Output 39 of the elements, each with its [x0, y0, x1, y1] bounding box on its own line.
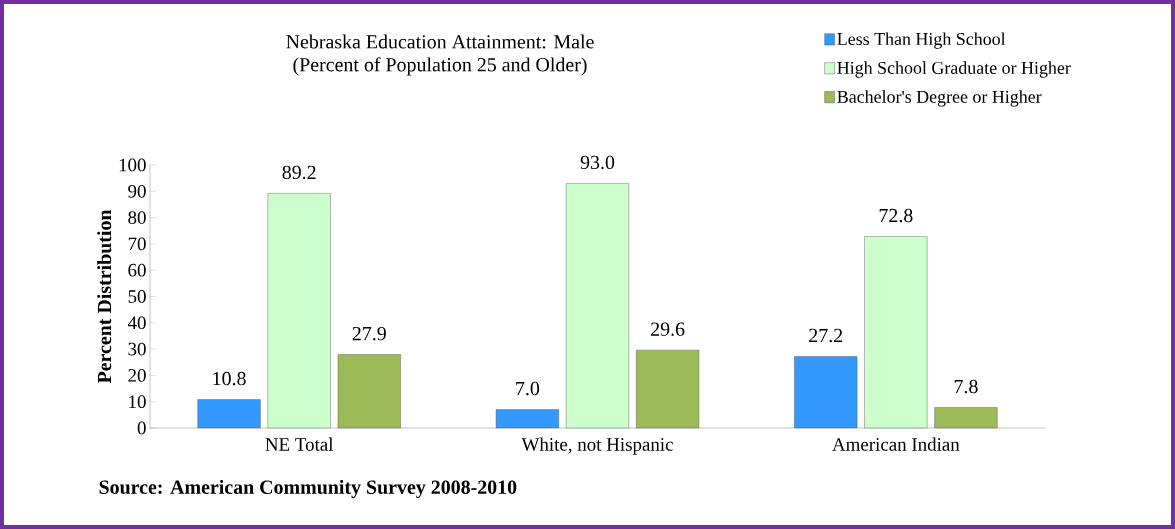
y-tick-label: 90 — [128, 184, 146, 198]
legend-label: Bachelor's Degree or Higher — [837, 90, 1042, 107]
bar — [864, 236, 928, 429]
data-label: 29.6 — [651, 322, 685, 336]
data-label: 27.9 — [352, 326, 386, 341]
data-label: 93.0 — [580, 155, 615, 170]
data-label: 7.0 — [516, 381, 540, 396]
y-tick-label: 0 — [137, 421, 146, 435]
bar — [267, 193, 331, 429]
data-label: 7.8 — [954, 379, 978, 394]
chart-title: Nebraska Education Attainment: Male — [286, 34, 594, 49]
x-tick-label: NE Total — [265, 437, 334, 451]
y-tick-label: 30 — [128, 342, 146, 356]
bar — [794, 356, 858, 429]
bar — [636, 349, 700, 429]
legend-label: High School Graduate or Higher — [837, 61, 1071, 78]
y-tick-label: 100 — [119, 158, 146, 172]
y-tick-label: 70 — [128, 237, 146, 251]
x-tick-label: American Indian — [832, 437, 960, 451]
y-tick-label: 50 — [128, 290, 146, 303]
y-tick-label: 60 — [128, 263, 146, 277]
bar — [565, 183, 630, 429]
source-note: Source: American Community Survey 2008-2010 — [99, 479, 517, 499]
x-tick-label: White, not Hispanic — [521, 437, 673, 455]
y-tick-label: 40 — [127, 316, 146, 330]
chart-subtitle: (Percent of Population 25 and Older) — [293, 57, 587, 76]
data-label: 72.8 — [879, 208, 913, 223]
y-tick-label: 80 — [128, 211, 146, 224]
data-label: 89.2 — [282, 165, 316, 180]
y-tick-label: 20 — [128, 369, 146, 382]
data-label: 27.2 — [809, 328, 843, 343]
bar — [495, 409, 559, 429]
y-axis-title: Percent Distribution — [97, 209, 112, 384]
legend-label: Less Than High School — [837, 32, 1006, 49]
bar — [197, 399, 261, 429]
data-label: 10.8 — [213, 371, 246, 386]
y-tick-label: 10 — [129, 395, 146, 409]
bar — [337, 354, 401, 429]
bar — [934, 407, 998, 429]
